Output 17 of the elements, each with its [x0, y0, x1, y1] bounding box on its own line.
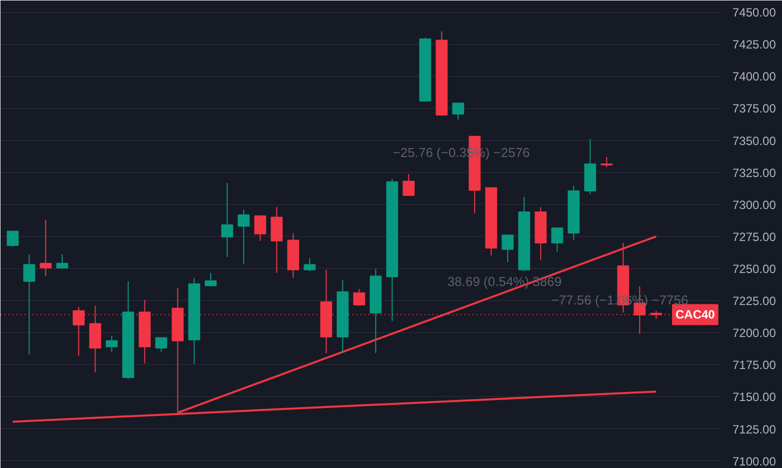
y-tick-label: 7400.00 — [732, 70, 776, 84]
y-tick-label: 7225.00 — [732, 294, 776, 308]
y-tick-label: 7450.00 — [732, 6, 776, 20]
annotation: 38.69 (0.54%) 3869 — [447, 274, 562, 289]
y-tick-label: 7150.00 — [732, 390, 776, 404]
y-tick-label: 7250.00 — [732, 262, 776, 276]
y-tick-label: 7275.00 — [732, 230, 776, 244]
y-tick-label: 7375.00 — [732, 102, 776, 116]
y-tick-label: 7200.00 — [732, 326, 776, 340]
ref-line-label: CAC40 — [676, 308, 716, 322]
y-tick-label: 7300.00 — [732, 198, 776, 212]
y-tick-label: 7425.00 — [732, 38, 776, 52]
y-tick-label: 7175.00 — [732, 358, 776, 372]
y-tick-label: 7125.00 — [732, 422, 776, 436]
y-tick-label: 7350.00 — [732, 134, 776, 148]
y-tick-label: 7325.00 — [732, 166, 776, 180]
y-tick-label: 7100.00 — [732, 454, 776, 468]
